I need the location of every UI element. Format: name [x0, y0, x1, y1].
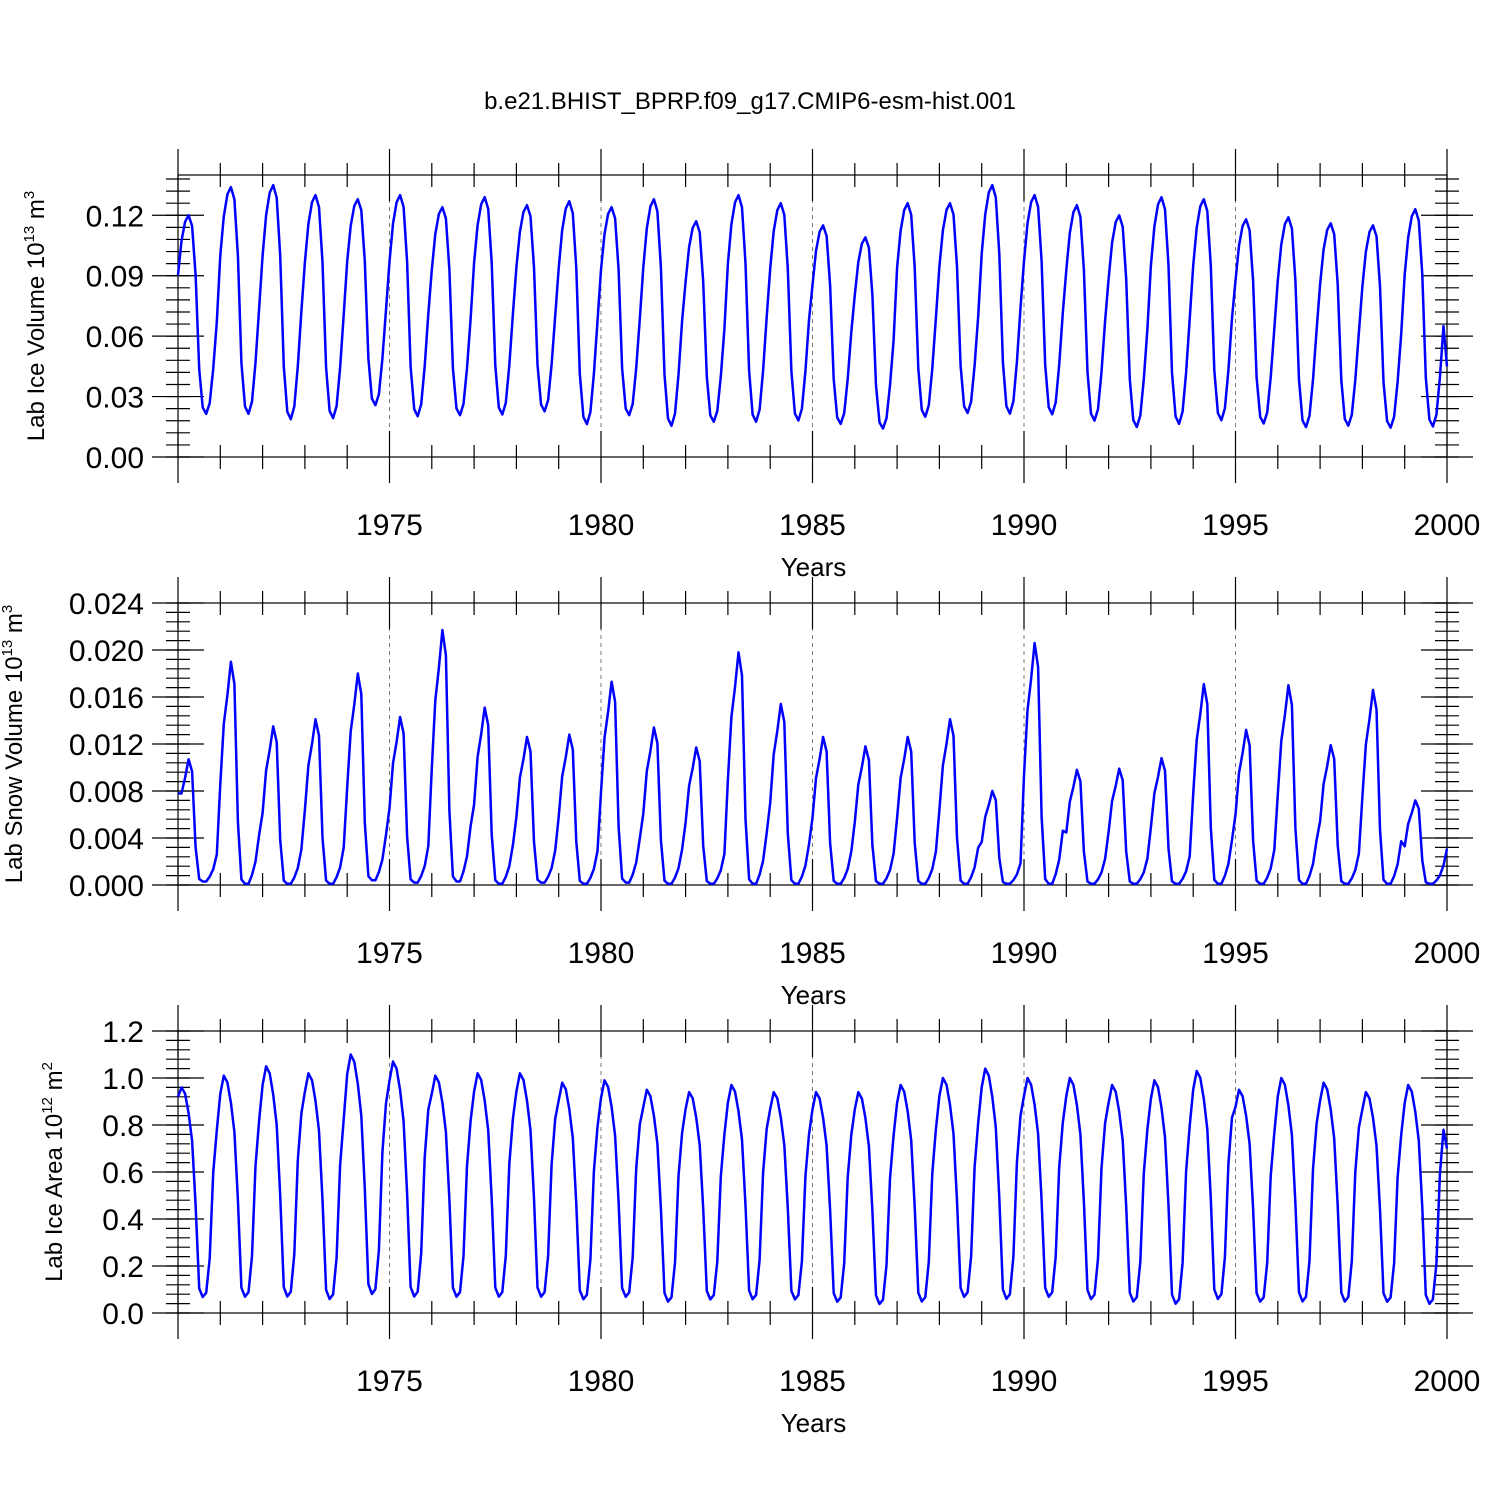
y-tick-label: 0.020 [69, 635, 144, 668]
x-tick-label: 1985 [779, 937, 846, 970]
x-axis-label: Years [781, 1408, 847, 1438]
y-tick-label: 0.024 [69, 588, 144, 621]
x-tick-label: 1975 [356, 1365, 423, 1398]
y-axis-label: Lab Ice Volume 1013 m3 [21, 191, 50, 442]
panels: 0.00 0.03 0.06 0.09 0.12 1975 1980 1985 1990 1995… [0, 149, 1480, 1438]
x-tick-label: 1995 [1202, 509, 1269, 542]
series-line [177, 628, 1449, 886]
x-tick-label: 1990 [991, 509, 1058, 542]
y-tick-label: 0.2 [102, 1251, 144, 1284]
y-tick-label: 0.004 [69, 823, 144, 856]
y-tick-label: 0.00 [86, 442, 144, 475]
panel-2: 0.000 0.004 0.008 0.012 0.016 0.020 0.024 1975 1… [0, 577, 1480, 1010]
y-tick-label: 0.008 [69, 776, 144, 809]
chart-title: b.e21.BHIST_BPRP.f09_g17.CMIP6-esm-hist.… [484, 88, 1016, 115]
x-tick-label: 2000 [1414, 509, 1481, 542]
y-tick-label: 1.2 [102, 1016, 144, 1049]
x-tick-label: 1990 [991, 1365, 1058, 1398]
x-tick-label: 1990 [991, 937, 1058, 970]
y-tick-label: 0.016 [69, 682, 144, 715]
x-tick-label: 2000 [1414, 937, 1481, 970]
x-tick-label: 1995 [1202, 1365, 1269, 1398]
x-tick-label: 1980 [568, 509, 635, 542]
y-axis-label: Lab Ice Area 1012 m2 [39, 1062, 68, 1282]
y-tick-label: 0.12 [86, 200, 144, 233]
y-tick-label: 1.0 [102, 1063, 144, 1096]
y-tick-label: 0.09 [86, 261, 144, 294]
x-tick-label: 1995 [1202, 937, 1269, 970]
x-tick-label: 1980 [568, 1365, 635, 1398]
y-tick-label: 0.0 [102, 1298, 144, 1331]
y-tick-label: 0.012 [69, 729, 144, 762]
y-tick-label: 0.4 [102, 1204, 144, 1237]
x-tick-label: 2000 [1414, 1365, 1481, 1398]
x-tick-label: 1985 [779, 509, 846, 542]
series-line [176, 183, 1449, 430]
series-line [176, 1053, 1449, 1306]
x-tick-label: 1980 [568, 937, 635, 970]
y-tick-label: 0.6 [102, 1157, 144, 1190]
panel-1: 0.00 0.03 0.06 0.09 0.12 1975 1980 1985 1990 1995… [21, 149, 1480, 582]
panel-3: 0.0 0.2 0.4 0.6 0.8 1.0 1.2 1975 1980 1985 1990 199… [39, 1005, 1480, 1438]
x-axis-label: Years [781, 552, 847, 582]
x-tick-label: 1975 [356, 937, 423, 970]
x-axis-label: Years [781, 980, 847, 1010]
y-tick-label: 0.06 [86, 321, 144, 354]
y-axis-label: Lab Snow Volume 1013 m3 [0, 605, 28, 884]
x-tick-label: 1975 [356, 509, 423, 542]
y-tick-label: 0.000 [69, 870, 144, 903]
y-tick-label: 0.8 [102, 1110, 144, 1143]
x-tick-label: 1985 [779, 1365, 846, 1398]
y-tick-label: 0.03 [86, 382, 144, 415]
